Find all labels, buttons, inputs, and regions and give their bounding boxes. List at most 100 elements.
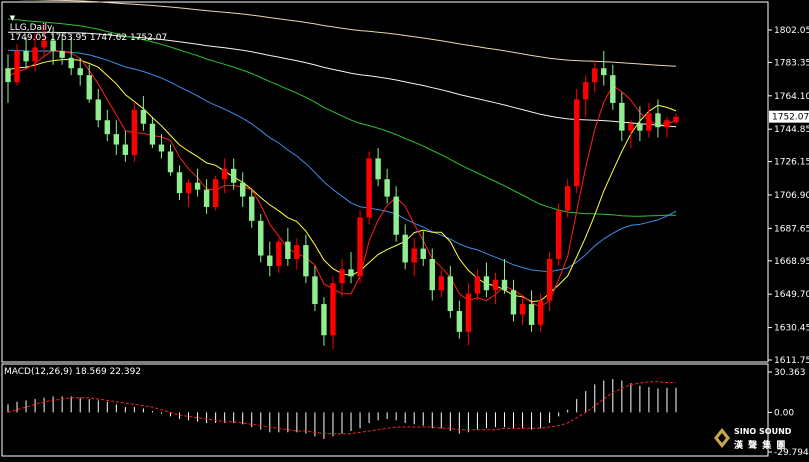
- candle-body: [23, 50, 29, 62]
- diamond-logo-icon: [714, 428, 730, 448]
- candle-body: [339, 269, 345, 284]
- candle-body: [474, 276, 481, 294]
- candle-body: [510, 290, 517, 315]
- logo-chinese: 漢 聲 集 團: [734, 441, 787, 451]
- macd-tick-label: 30.363: [774, 368, 806, 378]
- candle-body: [32, 47, 38, 62]
- candle-body: [664, 120, 670, 128]
- candle-body: [239, 182, 246, 197]
- candle-body: [59, 50, 65, 58]
- candle-body: [348, 269, 354, 277]
- candle-body: [5, 68, 11, 83]
- chart-header: ▼ LLG,Daily 1749.05 1753.95 1747.62 1752…: [4, 3, 167, 43]
- candle-body: [646, 113, 652, 131]
- candle-body: [149, 123, 156, 145]
- candle-body: [122, 144, 129, 155]
- candle-body: [483, 276, 490, 291]
- candle-body: [619, 102, 625, 131]
- candle-body: [519, 304, 526, 315]
- candle-body: [564, 186, 571, 211]
- price-tick-label: 1802.05: [774, 26, 809, 36]
- macd-frame: [1, 363, 769, 457]
- candle-body: [77, 68, 83, 76]
- macd-header: MACD(12,26,9) 18.569 22.392: [4, 367, 142, 377]
- ma-white-line: [7, 31, 677, 128]
- price-tick-label: 1726.15: [774, 158, 809, 168]
- candle-body: [104, 120, 111, 135]
- price-tick-label: 1764.10: [774, 92, 809, 102]
- candle-body: [41, 40, 47, 48]
- candle-body: [221, 168, 228, 180]
- candle-body: [294, 245, 300, 259]
- candle-body: [285, 241, 291, 259]
- candle-body: [501, 279, 508, 291]
- candle-body: [167, 151, 174, 173]
- price-tick-label: 1744.85: [774, 125, 809, 135]
- candle-body: [375, 158, 381, 180]
- logo-name: SINO SOUND: [734, 427, 792, 436]
- candle-body: [420, 248, 426, 259]
- candle-body: [185, 182, 192, 194]
- candle-body: [312, 276, 318, 305]
- candle-body: [276, 241, 282, 266]
- candle-body: [249, 196, 255, 221]
- candle-body: [673, 116, 679, 122]
- macd-tick-label: 0.00: [774, 408, 794, 418]
- candle-body: [194, 182, 201, 190]
- candle-body: [384, 179, 390, 197]
- candle-body: [528, 304, 535, 325]
- last-price-tag: [769, 110, 809, 123]
- candle-body: [555, 210, 562, 259]
- candle-body: [131, 109, 138, 155]
- candle-body: [230, 168, 237, 183]
- macd-tick-label: -29.794: [774, 448, 809, 458]
- candle-body: [212, 179, 219, 207]
- symbol-label: LLG,Daily: [9, 23, 53, 33]
- candle-body: [546, 258, 553, 301]
- candle-body: [158, 144, 165, 152]
- candle-body: [95, 99, 101, 121]
- candle-body: [393, 196, 399, 235]
- main-frame: [1, 1, 769, 363]
- candle-body: [86, 75, 92, 100]
- candle-body: [573, 99, 580, 187]
- price-tick-label: 1649.70: [774, 290, 809, 300]
- ohlc-values: 1749.05 1753.95 1747.62 1752.07: [9, 33, 168, 43]
- candle-body: [637, 123, 643, 131]
- candle-body: [456, 311, 463, 332]
- ma-tan-line: [16, 0, 677, 67]
- candle-body: [321, 304, 327, 336]
- candle-body: [492, 279, 499, 291]
- candle-body: [303, 245, 309, 277]
- macd-signal-line: [7, 381, 677, 435]
- candle-body: [258, 220, 264, 256]
- candle-body: [330, 283, 336, 336]
- candle-body: [402, 234, 408, 263]
- candle-body: [176, 172, 183, 194]
- candle-body: [465, 293, 472, 332]
- candle-body: [113, 134, 120, 145]
- candle-body: [655, 113, 661, 128]
- price-tick-label: 1668.95: [774, 257, 809, 267]
- ma-green-line: [7, 18, 677, 217]
- candle-body: [366, 158, 372, 218]
- last-price-label: 1752.07: [772, 113, 809, 123]
- candle-body: [267, 255, 273, 266]
- candle-body: [411, 248, 417, 263]
- ma-blue-line: [7, 49, 677, 273]
- price-tick-label: 1783.35: [774, 58, 809, 68]
- candle-body: [438, 276, 445, 291]
- candle-body: [537, 300, 544, 325]
- price-tick-label: 1687.65: [774, 224, 809, 234]
- candle-body: [583, 82, 589, 100]
- candle-body: [14, 50, 20, 83]
- candle-body: [610, 75, 616, 103]
- candle-body: [628, 123, 634, 131]
- candle-body: [592, 68, 598, 83]
- price-tick-label: 1611.75: [774, 356, 809, 366]
- price-tick-label: 1706.90: [774, 191, 809, 201]
- candle-body: [601, 68, 607, 76]
- candle-body: [68, 57, 74, 69]
- candle-body: [140, 109, 147, 124]
